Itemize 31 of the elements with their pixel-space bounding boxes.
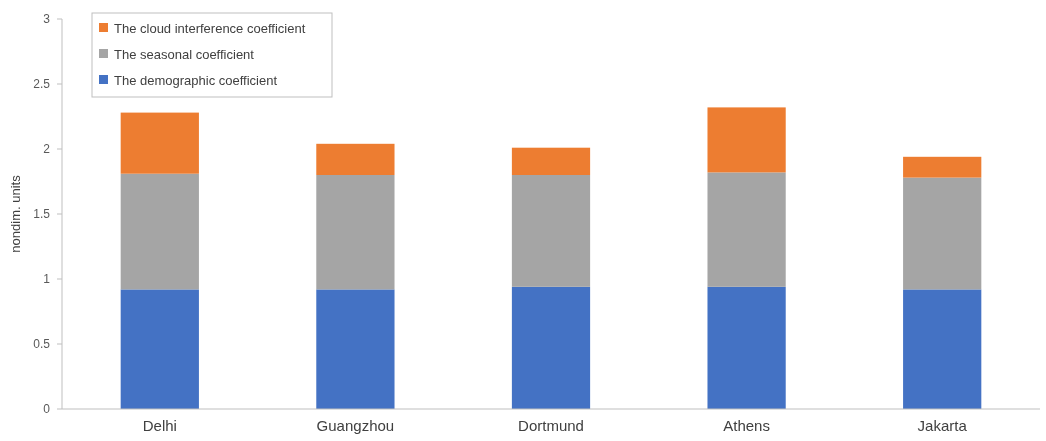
y-axis-title: nondim. units (8, 174, 23, 253)
x-tick-label: Jakarta (917, 417, 968, 434)
legend-label: The cloud interference coefficient (114, 20, 306, 36)
bar (511, 175, 591, 287)
bar (903, 289, 982, 409)
legend-label: The seasonal coefficient (114, 46, 255, 62)
bar (120, 112, 199, 174)
bar (903, 156, 982, 178)
x-tick-label: Guangzhou (316, 417, 395, 434)
bar (903, 177, 982, 290)
bar (316, 143, 395, 175)
y-tick-label: 0 (43, 402, 51, 417)
legend-label: The demographic coefficient (114, 72, 278, 88)
bar (120, 173, 199, 290)
bar (316, 175, 395, 290)
x-tick-label: Athens (723, 417, 770, 434)
bar (316, 289, 395, 409)
x-tick-label: Delhi (142, 417, 177, 434)
bar (120, 289, 199, 409)
bar (511, 286, 591, 409)
y-tick-label: 3 (43, 12, 51, 27)
y-tick-label: 2 (43, 142, 51, 157)
y-tick-label: 1 (43, 272, 51, 287)
y-tick-label: 0.5 (33, 337, 51, 352)
y-tick-label: 2.5 (33, 77, 51, 92)
bar (707, 286, 786, 409)
x-tick-label: Dortmund (518, 417, 584, 434)
bar (707, 172, 786, 287)
y-tick-label: 1.5 (33, 207, 51, 222)
bar (511, 147, 591, 175)
bar (707, 107, 786, 173)
